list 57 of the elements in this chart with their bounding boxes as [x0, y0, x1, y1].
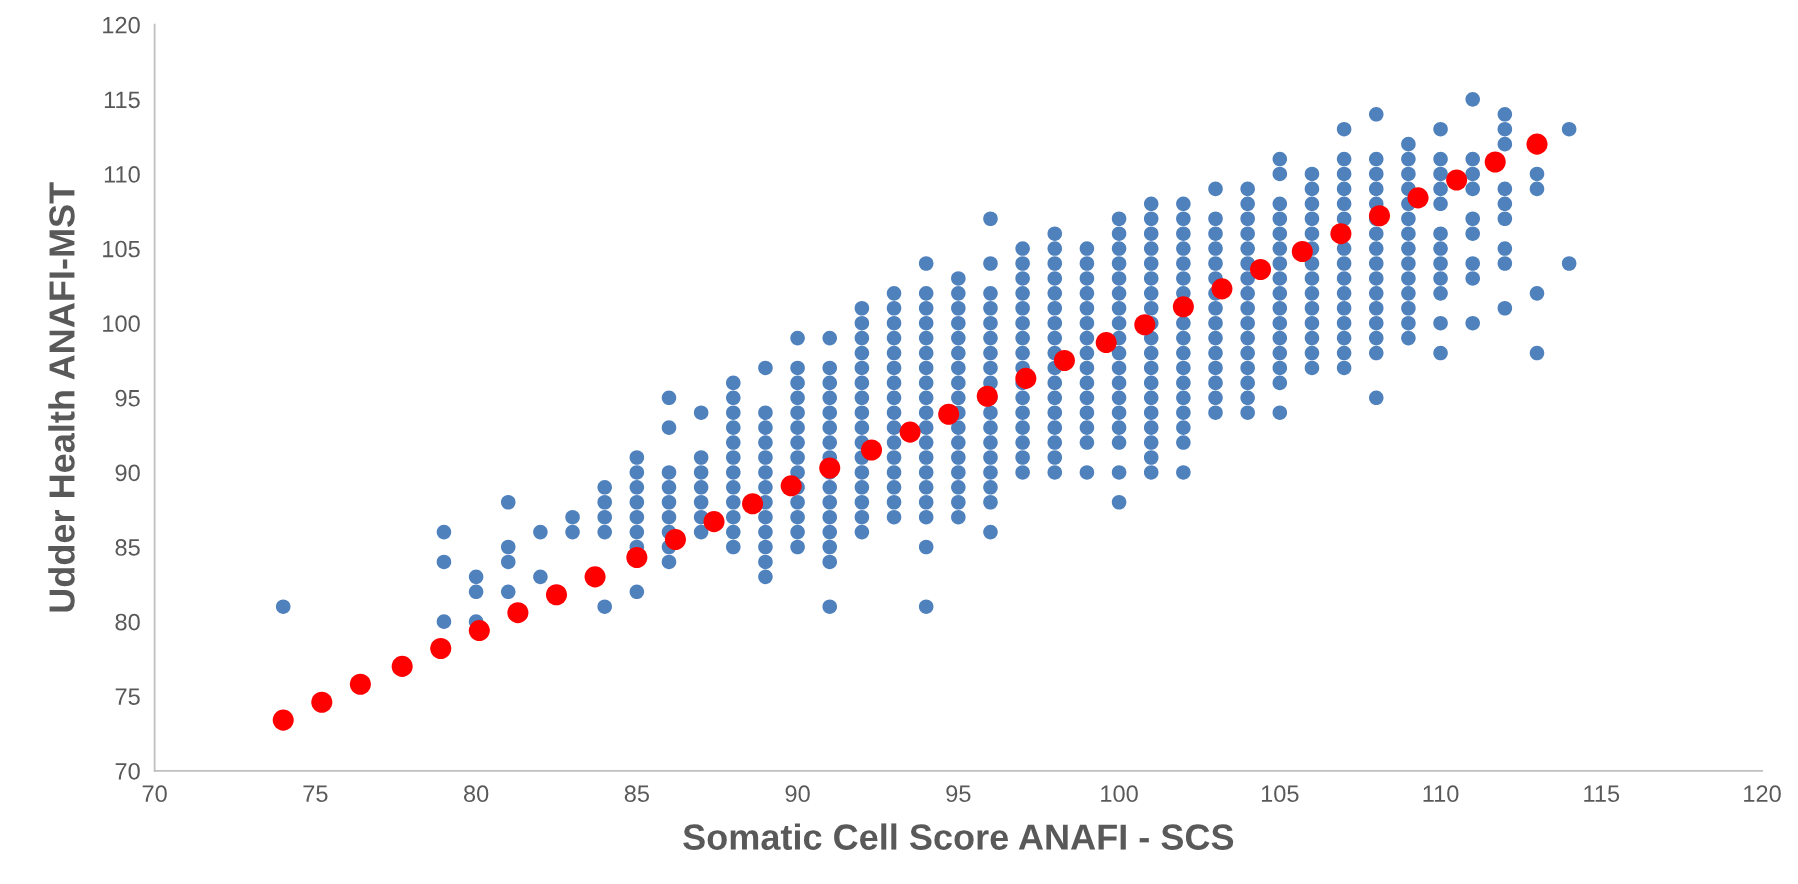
x-tick-label: 95: [946, 785, 971, 803]
point: [938, 403, 960, 425]
point: [391, 655, 413, 677]
point: [664, 529, 686, 551]
x-tick-label: 100: [1101, 785, 1138, 803]
point: [703, 511, 725, 533]
x-tick-label: 75: [303, 785, 328, 803]
y-axis-title: Udder Health ANAFI-MST: [48, 182, 75, 612]
y-tick-label: 80: [115, 613, 140, 631]
x-tick-label: 70: [142, 785, 167, 803]
point: [1172, 296, 1194, 318]
point: [1095, 332, 1117, 354]
point: [1291, 241, 1313, 263]
point: [1015, 367, 1037, 389]
point: [780, 475, 802, 497]
point: [1211, 278, 1233, 300]
y-tick-label: 100: [103, 315, 140, 332]
point: [1368, 205, 1391, 227]
point: [899, 421, 921, 443]
point: [1134, 314, 1156, 336]
y-tick-label: 115: [104, 91, 140, 109]
point: [1053, 349, 1075, 372]
point: [430, 637, 452, 660]
y-tick-label: 75: [115, 688, 140, 706]
point: [1446, 169, 1468, 191]
point: [1407, 187, 1429, 209]
point: [311, 691, 333, 713]
point: [1330, 223, 1352, 245]
y-tick-label: 85: [115, 539, 140, 556]
y-tick-label: 110: [104, 166, 140, 183]
y-tick-label: 70: [115, 762, 140, 780]
point: [584, 566, 606, 588]
y-tick-label: 90: [115, 464, 140, 482]
x-tick-label: 110: [1423, 785, 1459, 803]
x-tick-label: 90: [785, 785, 810, 803]
x-tick-label: 105: [1261, 785, 1299, 803]
x-tick-label: 120: [1744, 785, 1781, 803]
point: [545, 584, 568, 606]
point: [1250, 258, 1272, 280]
point: [349, 673, 371, 695]
point: [861, 439, 883, 461]
x-tick-label: 85: [624, 785, 649, 803]
y-tick-label: 95: [115, 389, 140, 407]
x-axis-title: Somatic Cell Score ANAFI - SCS: [683, 823, 1234, 850]
point: [626, 546, 648, 568]
point: [1526, 133, 1548, 155]
x-tick-label: 80: [464, 785, 489, 803]
point: [1484, 151, 1506, 173]
point: [507, 602, 529, 624]
y-tick-label: 105: [103, 240, 140, 258]
y-tick-label: 120: [103, 16, 140, 34]
point: [819, 457, 841, 479]
point: [976, 385, 998, 407]
point: [742, 493, 764, 515]
x-tick-label: 115: [1584, 785, 1620, 803]
point: [468, 620, 490, 642]
point: [272, 709, 294, 731]
